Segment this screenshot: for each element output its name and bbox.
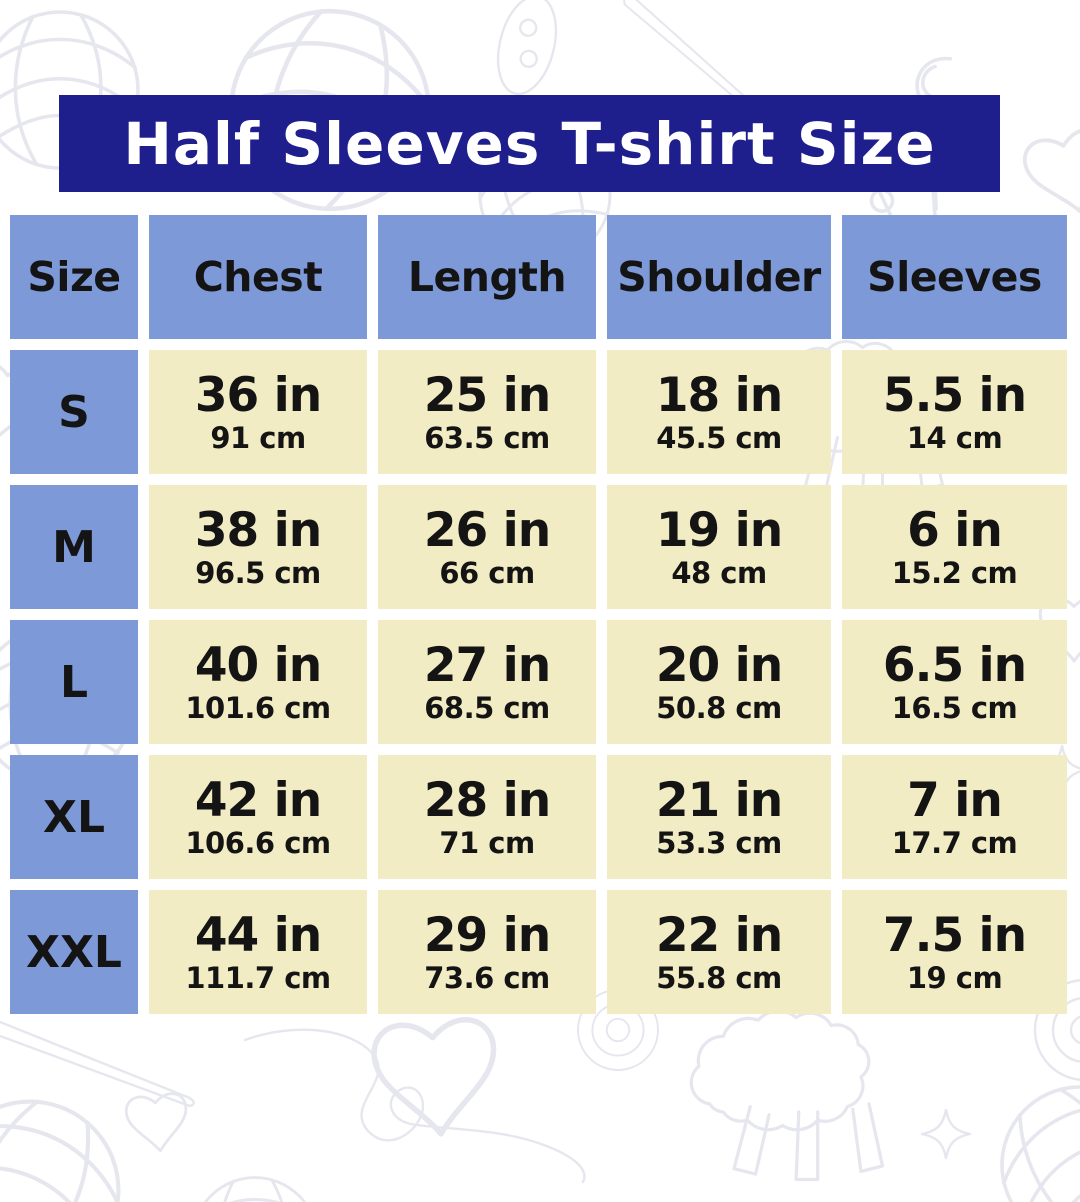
button-doodle xyxy=(487,0,567,102)
measurement-cell: 5.5 in 14 cm xyxy=(842,350,1067,474)
column-header-sleeves: Sleeves xyxy=(842,215,1067,339)
measurement-cell: 19 in 48 cm xyxy=(607,485,831,609)
cm-value: 101.6 cm xyxy=(185,690,331,725)
measurement-cell: 42 in 106.6 cm xyxy=(149,755,367,879)
inches-value: 42 in xyxy=(194,772,322,828)
measurement-cell: 20 in 50.8 cm xyxy=(607,620,831,744)
inches-value: 18 in xyxy=(655,367,783,423)
measurement-cell: 6.5 in 16.5 cm xyxy=(842,620,1067,744)
cm-value: 14 cm xyxy=(906,420,1003,455)
cm-value: 68.5 cm xyxy=(424,690,550,725)
cm-value: 16.5 cm xyxy=(891,690,1018,725)
measurement-cell: 38 in 96.5 cm xyxy=(149,485,367,609)
measurement-cell: 22 in 55.8 cm xyxy=(607,890,831,1014)
measurement-cell: 6 in 15.2 cm xyxy=(842,485,1067,609)
inches-value: 7 in xyxy=(907,772,1003,828)
inches-value: 27 in xyxy=(423,637,551,693)
measurement-cell: 36 in 91 cm xyxy=(149,350,367,474)
cm-value: 50.8 cm xyxy=(656,690,782,725)
cm-value: 19 cm xyxy=(906,960,1003,995)
cm-value: 15.2 cm xyxy=(891,555,1018,590)
title-banner: Half Sleeves T-shirt Size xyxy=(59,95,1000,192)
inches-value: 29 in xyxy=(423,907,551,963)
inches-value: 19 in xyxy=(655,502,783,558)
cm-value: 71 cm xyxy=(439,825,535,860)
inches-value: 6.5 in xyxy=(882,637,1027,693)
inches-value: 26 in xyxy=(423,502,551,558)
page-title: Half Sleeves T-shirt Size xyxy=(123,109,936,178)
inches-value: 28 in xyxy=(423,772,551,828)
measurement-cell: 40 in 101.6 cm xyxy=(149,620,367,744)
column-header-length: Length xyxy=(378,215,596,339)
inches-value: 20 in xyxy=(655,637,783,693)
row-size-label: XL xyxy=(10,755,138,879)
inches-value: 21 in xyxy=(655,772,783,828)
row-size-label: M xyxy=(10,485,138,609)
yarn-ball-doodle xyxy=(191,1176,319,1202)
column-header-shoulder: Shoulder xyxy=(607,215,831,339)
cm-value: 55.8 cm xyxy=(656,960,782,995)
inches-value: 22 in xyxy=(655,907,783,963)
cm-value: 53.3 cm xyxy=(656,825,782,860)
heart-doodle xyxy=(1018,123,1080,224)
inches-value: 7.5 in xyxy=(882,907,1027,963)
row-size-label: L xyxy=(10,620,138,744)
cm-value: 96.5 cm xyxy=(195,555,321,590)
cm-value: 73.6 cm xyxy=(424,960,550,995)
cm-value: 63.5 cm xyxy=(424,420,550,455)
measurement-cell: 28 in 71 cm xyxy=(378,755,596,879)
measurement-cell: 44 in 111.7 cm xyxy=(149,890,367,1014)
sheep-doodle xyxy=(689,1009,885,1182)
inches-value: 38 in xyxy=(194,502,322,558)
row-size-label: S xyxy=(10,350,138,474)
inches-value: 44 in xyxy=(194,907,322,963)
cm-value: 66 cm xyxy=(439,555,535,590)
inches-value: 36 in xyxy=(194,367,322,423)
measurement-cell: 18 in 45.5 cm xyxy=(607,350,831,474)
measurement-cell: 29 in 73.6 cm xyxy=(378,890,596,1014)
measurement-cell: 7.5 in 19 cm xyxy=(842,890,1067,1014)
row-size-label: XXL xyxy=(10,890,138,1014)
heart-doodle xyxy=(372,1017,501,1139)
measurement-cell: 26 in 66 cm xyxy=(378,485,596,609)
measurement-cell: 7 in 17.7 cm xyxy=(842,755,1067,879)
sparkle-doodle xyxy=(920,1108,972,1160)
cm-value: 45.5 cm xyxy=(656,420,782,455)
measurement-cell: 21 in 53.3 cm xyxy=(607,755,831,879)
yarn-ball-doodle xyxy=(0,1073,147,1202)
inches-value: 5.5 in xyxy=(882,367,1027,423)
measurement-cell: 27 in 68.5 cm xyxy=(378,620,596,744)
cm-value: 48 cm xyxy=(671,555,767,590)
measurement-cell: 25 in 63.5 cm xyxy=(378,350,596,474)
cm-value: 91 cm xyxy=(210,420,306,455)
inches-value: 40 in xyxy=(194,637,322,693)
yarn-ball-doodle xyxy=(971,1056,1080,1202)
cm-value: 17.7 cm xyxy=(891,825,1018,860)
size-table: Size Chest Length Shoulder Sleeves S 36 in 91 c… xyxy=(10,215,1067,1014)
column-header-chest: Chest xyxy=(149,215,367,339)
inches-value: 6 in xyxy=(907,502,1003,558)
column-header-size: Size xyxy=(10,215,138,339)
cm-value: 111.7 cm xyxy=(185,960,331,995)
cm-value: 106.6 cm xyxy=(185,825,331,860)
inches-value: 25 in xyxy=(423,367,551,423)
